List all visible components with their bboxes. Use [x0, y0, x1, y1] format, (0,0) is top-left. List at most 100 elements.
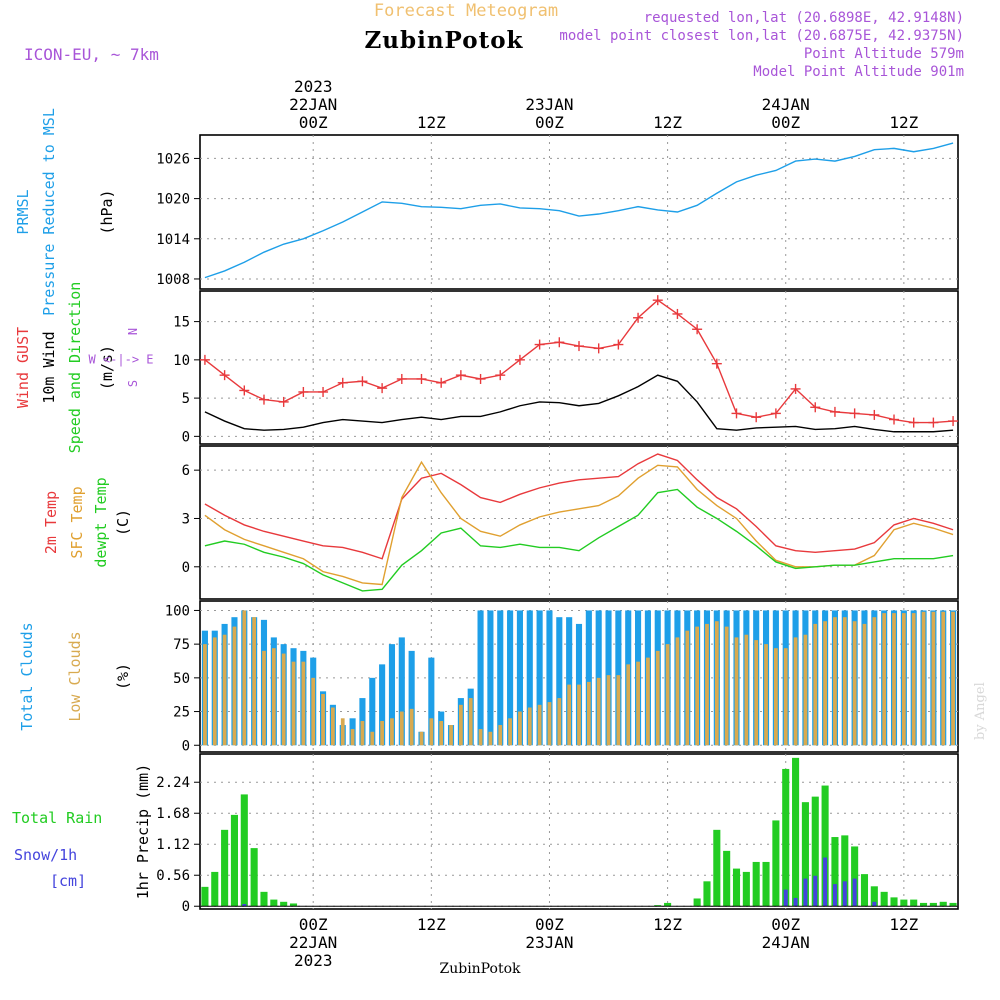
clouds-bar-1	[360, 720, 365, 746]
clouds-unit: (%)	[114, 663, 132, 690]
gust-marker	[258, 394, 269, 405]
wind-ytick-label: 5	[182, 391, 190, 407]
clouds-bar-1	[911, 613, 916, 746]
clouds-bar-0	[507, 610, 514, 746]
precip-bar-0	[723, 850, 731, 907]
clouds-bar-1	[705, 623, 709, 746]
clouds-bar-1	[311, 677, 316, 746]
temperature-ylabel: SFC Temp	[68, 486, 86, 558]
clouds-bar-0	[379, 664, 386, 746]
clouds-bar-1	[882, 613, 887, 746]
wind-ytick-label: 15	[173, 315, 190, 331]
gust-marker	[849, 408, 860, 419]
location-title: ZubinPotok	[365, 27, 524, 54]
top-time-label: 24JAN	[762, 95, 810, 114]
clouds-bar-1	[498, 725, 503, 746]
clouds-bar-1	[252, 617, 257, 746]
precip-bar-0	[201, 886, 209, 907]
precip-bar-0	[693, 898, 701, 907]
clouds-bar-1	[527, 707, 532, 746]
precip-ylabel: 1hr Precip (mm)	[134, 764, 152, 899]
pressure-ytick-label: 1008	[156, 272, 190, 288]
compass-west-east: W <-|-> E	[88, 353, 153, 367]
clouds-bar-1	[458, 704, 463, 746]
precip-bar-1	[783, 889, 788, 907]
clouds-ytick-label: 25	[173, 705, 190, 721]
precip-bar-0	[713, 829, 721, 907]
gust-marker	[199, 354, 210, 365]
precip-bar-0	[841, 835, 849, 907]
precip-bar-0	[732, 868, 741, 907]
clouds-bar-1	[537, 704, 542, 746]
clouds-bar-1	[350, 729, 355, 746]
gust-marker	[672, 308, 683, 319]
precip-bar-1	[793, 897, 798, 907]
clouds-bar-1	[557, 698, 562, 746]
gust-marker	[613, 339, 624, 350]
precip-bar-1	[842, 881, 847, 907]
wind-ytick-label: 0	[182, 429, 190, 445]
gust-marker	[829, 406, 840, 417]
precip-bar-0	[880, 891, 888, 907]
precip-bar-0	[890, 897, 898, 907]
clouds-bar-1	[281, 653, 286, 746]
gust-marker	[219, 370, 230, 381]
clouds-bar-0	[487, 610, 494, 746]
pressure-ytick-label: 1026	[156, 151, 190, 167]
clouds-bar-1	[626, 664, 631, 746]
clouds-bar-1	[951, 611, 955, 746]
precip-bar-0	[654, 905, 662, 907]
temperature-ytick-label: 3	[182, 511, 190, 527]
precip-bar-1	[872, 901, 877, 907]
top-time-label: 2023	[294, 77, 333, 96]
wind-series-1	[204, 374, 954, 433]
precip-ytick-label: 0	[182, 899, 190, 915]
clouds-bar-1	[370, 731, 375, 746]
clouds-bar-0	[497, 610, 504, 746]
precip-bar-0	[792, 757, 800, 907]
clouds-bar-1	[744, 634, 749, 746]
clouds-bar-1	[331, 707, 335, 746]
clouds-ytick-label: 75	[173, 637, 190, 653]
temperature-series-2	[204, 488, 954, 592]
temperature-ylabel: dewpt Temp	[92, 477, 110, 567]
compass-north: N	[126, 328, 140, 335]
clouds-bar-1	[754, 640, 759, 746]
wind-ylabel: 10m Wind	[40, 331, 58, 403]
precip-bar-0	[270, 899, 278, 907]
precip-bar-0	[929, 902, 937, 907]
clouds-bar-1	[685, 630, 690, 746]
clouds-bar-1	[291, 661, 296, 746]
clouds-bar-0	[556, 617, 563, 746]
precip-bar-0	[742, 871, 750, 907]
wind-ylabel: Speed and Direction	[66, 282, 84, 454]
clouds-bar-1	[655, 650, 660, 746]
gust-marker	[534, 339, 545, 350]
clouds-bar-1	[203, 644, 207, 746]
gust-marker	[692, 324, 703, 335]
wind-series-0	[204, 299, 954, 424]
top-time-label: 12Z	[653, 113, 682, 132]
gust-marker	[731, 408, 742, 419]
gust-marker	[751, 412, 762, 423]
bottom-time-label: 12Z	[889, 915, 918, 934]
gust-marker	[377, 383, 388, 394]
gust-marker	[593, 343, 604, 354]
pressure-ylabel: Pressure Reduced to MSL	[40, 108, 58, 316]
precip-bar-0	[782, 768, 790, 907]
clouds-bar-1	[390, 718, 394, 746]
bottom-time-label: 00Z	[299, 915, 328, 934]
top-time-label: 12Z	[889, 113, 918, 132]
bottom-time-label: 23JAN	[525, 933, 573, 952]
clouds-bar-1	[636, 661, 640, 746]
bottom-time-label: 00Z	[771, 915, 800, 934]
precip-bar-0	[664, 902, 672, 907]
clouds-bar-1	[380, 720, 384, 746]
bottom-time-label: 2023	[294, 951, 333, 970]
clouds-bar-1	[941, 611, 946, 746]
clouds-bar-1	[823, 621, 827, 746]
point-altitude: Point Altitude 579m	[804, 46, 964, 62]
panels-group: 1008 1014 1020 1026 PRMSL Pressure Reduced to…	[12, 108, 959, 915]
precip-bar-0	[221, 829, 229, 907]
clouds-bar-1	[803, 634, 808, 746]
